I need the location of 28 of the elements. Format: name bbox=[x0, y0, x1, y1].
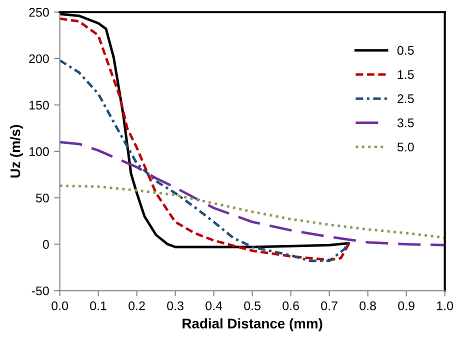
y-tick-label: -50 bbox=[32, 286, 49, 296]
line-series bbox=[60, 59, 350, 262]
legend-label: 1.5 bbox=[398, 70, 414, 79]
x-tick-label: 0.6 bbox=[282, 301, 299, 310]
x-tick-label: 0.1 bbox=[90, 301, 106, 310]
line-series bbox=[60, 184, 445, 239]
y-tick-label: 250 bbox=[29, 8, 49, 17]
legend-label: 2.5 bbox=[398, 94, 414, 104]
x-tick-label: 0.2 bbox=[128, 301, 145, 310]
x-tick-label: 0.8 bbox=[360, 301, 376, 310]
x-tick-label: 0.5 bbox=[244, 301, 260, 310]
y-tick-label: 200 bbox=[29, 54, 49, 64]
x-tick-label: 0.9 bbox=[398, 301, 414, 310]
y-tick-label: 100 bbox=[29, 147, 49, 156]
x-axis-title: Radial Distance (mm) bbox=[182, 318, 322, 332]
y-tick-label: 50 bbox=[36, 194, 49, 202]
x-tick-label: 0.4 bbox=[206, 301, 222, 310]
x-tick-label: 1.0 bbox=[437, 301, 454, 310]
legend-label: 0.5 bbox=[397, 46, 414, 55]
y-tick-label: 150 bbox=[29, 100, 49, 110]
line-series bbox=[60, 140, 445, 246]
legend-label: 5.0 bbox=[397, 142, 414, 152]
y-tick-label: 0 bbox=[42, 240, 49, 249]
y-axis-title: Uz (m/s) bbox=[10, 125, 23, 178]
x-tick-label: 0.0 bbox=[52, 301, 68, 310]
legend-label: 3.5 bbox=[397, 118, 414, 128]
x-tick-label: 0.3 bbox=[167, 301, 184, 310]
x-tick-label: 0.7 bbox=[321, 301, 338, 310]
